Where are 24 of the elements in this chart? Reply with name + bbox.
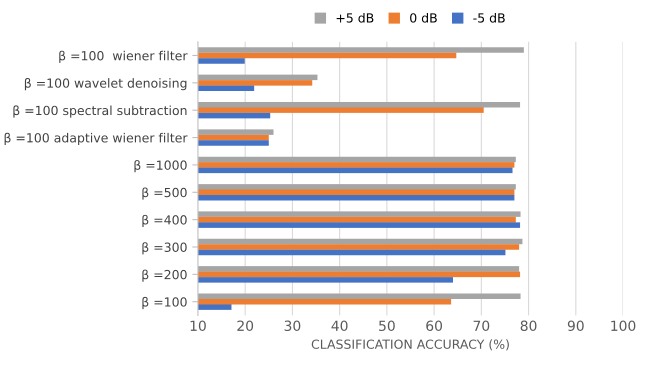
- x-tick-label: 30: [284, 320, 300, 332]
- legend-label: -5 dB: [473, 12, 505, 23]
- x-tick-label: 20: [237, 320, 254, 332]
- legend-label: 0 dB: [410, 12, 437, 23]
- legend-label: +5 dB: [336, 12, 374, 23]
- y-tick-label: β =200: [142, 270, 187, 282]
- y-tick-label: β =100 spectral subtraction: [13, 105, 186, 118]
- y-tick-label: β =1000: [134, 160, 187, 172]
- x-axis-title: CLASSIFICATION ACCURACY (%): [312, 339, 509, 350]
- x-tick-label: 60: [426, 320, 442, 332]
- x-tick-label: 40: [331, 320, 348, 332]
- y-tick-label: β =100 wavelet denoising: [24, 78, 186, 90]
- x-tick-label: 70: [474, 320, 490, 332]
- y-tick-label: β =400: [142, 214, 187, 228]
- x-tick-label: 100: [611, 320, 636, 332]
- x-tick-label: 90: [568, 320, 584, 332]
- y-tick-label: β =100 adaptive wiener filter: [4, 132, 188, 145]
- y-tick-label: β =300: [142, 242, 187, 254]
- y-tick-label: β =100: [142, 296, 187, 310]
- y-tick-label: β =500: [142, 187, 187, 200]
- x-tick-label: 80: [520, 320, 536, 332]
- x-tick-label: 50: [379, 320, 395, 332]
- x-tick-label: 10: [190, 320, 206, 332]
- y-tick-label: β =100 wiener filter: [59, 50, 188, 63]
